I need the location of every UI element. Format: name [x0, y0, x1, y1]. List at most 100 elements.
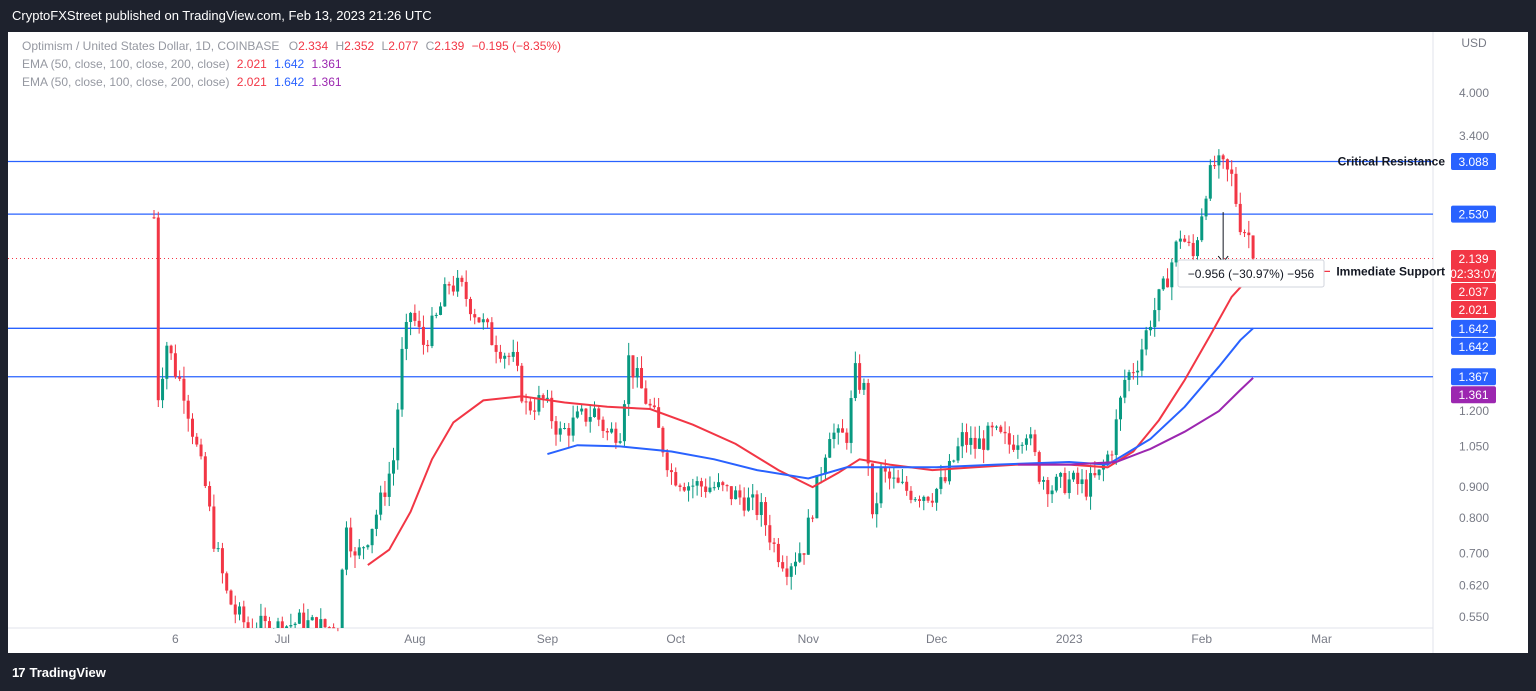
candle [563, 422, 567, 430]
candle-body [1208, 165, 1212, 199]
candle-body [793, 561, 797, 567]
candle-body [858, 363, 862, 390]
candle [208, 481, 212, 512]
candle-body [806, 517, 810, 555]
candle [541, 393, 545, 408]
candle-body [1157, 289, 1161, 311]
candle [905, 476, 909, 496]
candle-body [1136, 370, 1140, 373]
candle-body [404, 321, 408, 349]
candle [404, 313, 408, 361]
x-tick-label: Dec [926, 632, 947, 646]
ema-label: EMA (50, close, 100, close, 200, close) [22, 75, 230, 89]
ema200-value: 1.361 [311, 57, 342, 71]
candle-body [280, 621, 284, 628]
candle [468, 296, 472, 321]
candle [1213, 155, 1217, 169]
candle [1200, 208, 1204, 243]
candle [845, 428, 849, 450]
candle-body [768, 525, 772, 543]
candle-body [1153, 310, 1157, 327]
candle-body [648, 403, 652, 406]
candle [528, 396, 532, 415]
candle-body [1243, 232, 1247, 234]
candle [349, 517, 353, 558]
candle [742, 487, 746, 517]
candle-body [533, 410, 537, 412]
candle-body [1144, 330, 1148, 350]
candle [233, 595, 237, 624]
candle [216, 542, 220, 552]
candle-body [362, 547, 366, 549]
candle-body [687, 486, 691, 491]
candle-body [759, 502, 763, 516]
candle-body [498, 351, 502, 359]
candle [473, 308, 477, 325]
x-tick-label: 6 [172, 632, 179, 646]
candle-body [220, 548, 224, 574]
chart-panel[interactable]: USD 4.000 3.400 3.088 2.530 2.139 1.200 1.050 0.… [8, 32, 1528, 653]
candle-body [631, 355, 635, 378]
candle [930, 493, 934, 508]
candle-body [1114, 419, 1118, 455]
y-tick-label: 4.000 [1459, 86, 1489, 100]
ema50-value: 2.021 [236, 75, 267, 89]
candle [439, 302, 443, 316]
candle [1016, 434, 1020, 459]
ema-line [1017, 377, 1254, 466]
candle [276, 617, 280, 628]
candle [1187, 235, 1191, 247]
candle-body [1063, 472, 1067, 494]
candle [1059, 471, 1063, 488]
candle [1071, 470, 1075, 482]
candle-body [387, 473, 391, 497]
ema-legend-row-2: EMA (50, close, 100, close, 200, close) … [22, 75, 342, 89]
candle [999, 424, 1003, 434]
candle-body [1093, 473, 1097, 476]
x-tick-label: Sep [537, 632, 559, 646]
candle [580, 404, 584, 415]
candle-body [481, 319, 485, 323]
candle-body [156, 217, 160, 401]
candle [1238, 192, 1242, 236]
candle-body [319, 619, 323, 628]
candle [644, 380, 648, 405]
candle [1097, 469, 1101, 480]
price-chart[interactable]: USD 4.000 3.400 3.088 2.530 2.139 1.200 1.050 0.… [8, 32, 1528, 653]
candle [592, 401, 596, 418]
candle [447, 281, 451, 295]
candle-body [892, 477, 896, 479]
candle-body [541, 395, 545, 399]
candle-body [896, 477, 900, 483]
price-tag: 1.642 [1451, 337, 1496, 355]
tv-brand-text: TradingView [29, 665, 106, 680]
candle-body [289, 625, 293, 627]
candle-body [695, 481, 699, 486]
candle [161, 367, 165, 409]
candle-body [490, 322, 494, 346]
candle-body [1080, 479, 1084, 484]
candle [152, 209, 156, 220]
candle-body [815, 475, 819, 519]
candle-body [588, 417, 592, 422]
measure-label: −0.956 (−30.97%) −956 [1188, 267, 1315, 281]
candle-body [845, 432, 849, 443]
candle-body [682, 486, 686, 491]
candle-body [1230, 169, 1234, 174]
x-tick-label: 2023 [1056, 632, 1083, 646]
currency-label: USD [1461, 36, 1487, 50]
candle-body [537, 395, 541, 412]
candle-body [357, 547, 361, 556]
candle-body [477, 317, 481, 323]
candle-body [486, 319, 490, 323]
tradingview-logo[interactable]: 17 TradingView [12, 665, 106, 680]
candle-body [233, 604, 237, 615]
candle [909, 486, 913, 504]
candle [229, 589, 233, 606]
candle-body [225, 573, 229, 591]
candle-body [302, 612, 306, 628]
x-tick-label: Mar [1311, 632, 1332, 646]
candle-body [1178, 238, 1182, 242]
candle-body [550, 397, 554, 422]
x-tick-label: Jul [275, 632, 290, 646]
